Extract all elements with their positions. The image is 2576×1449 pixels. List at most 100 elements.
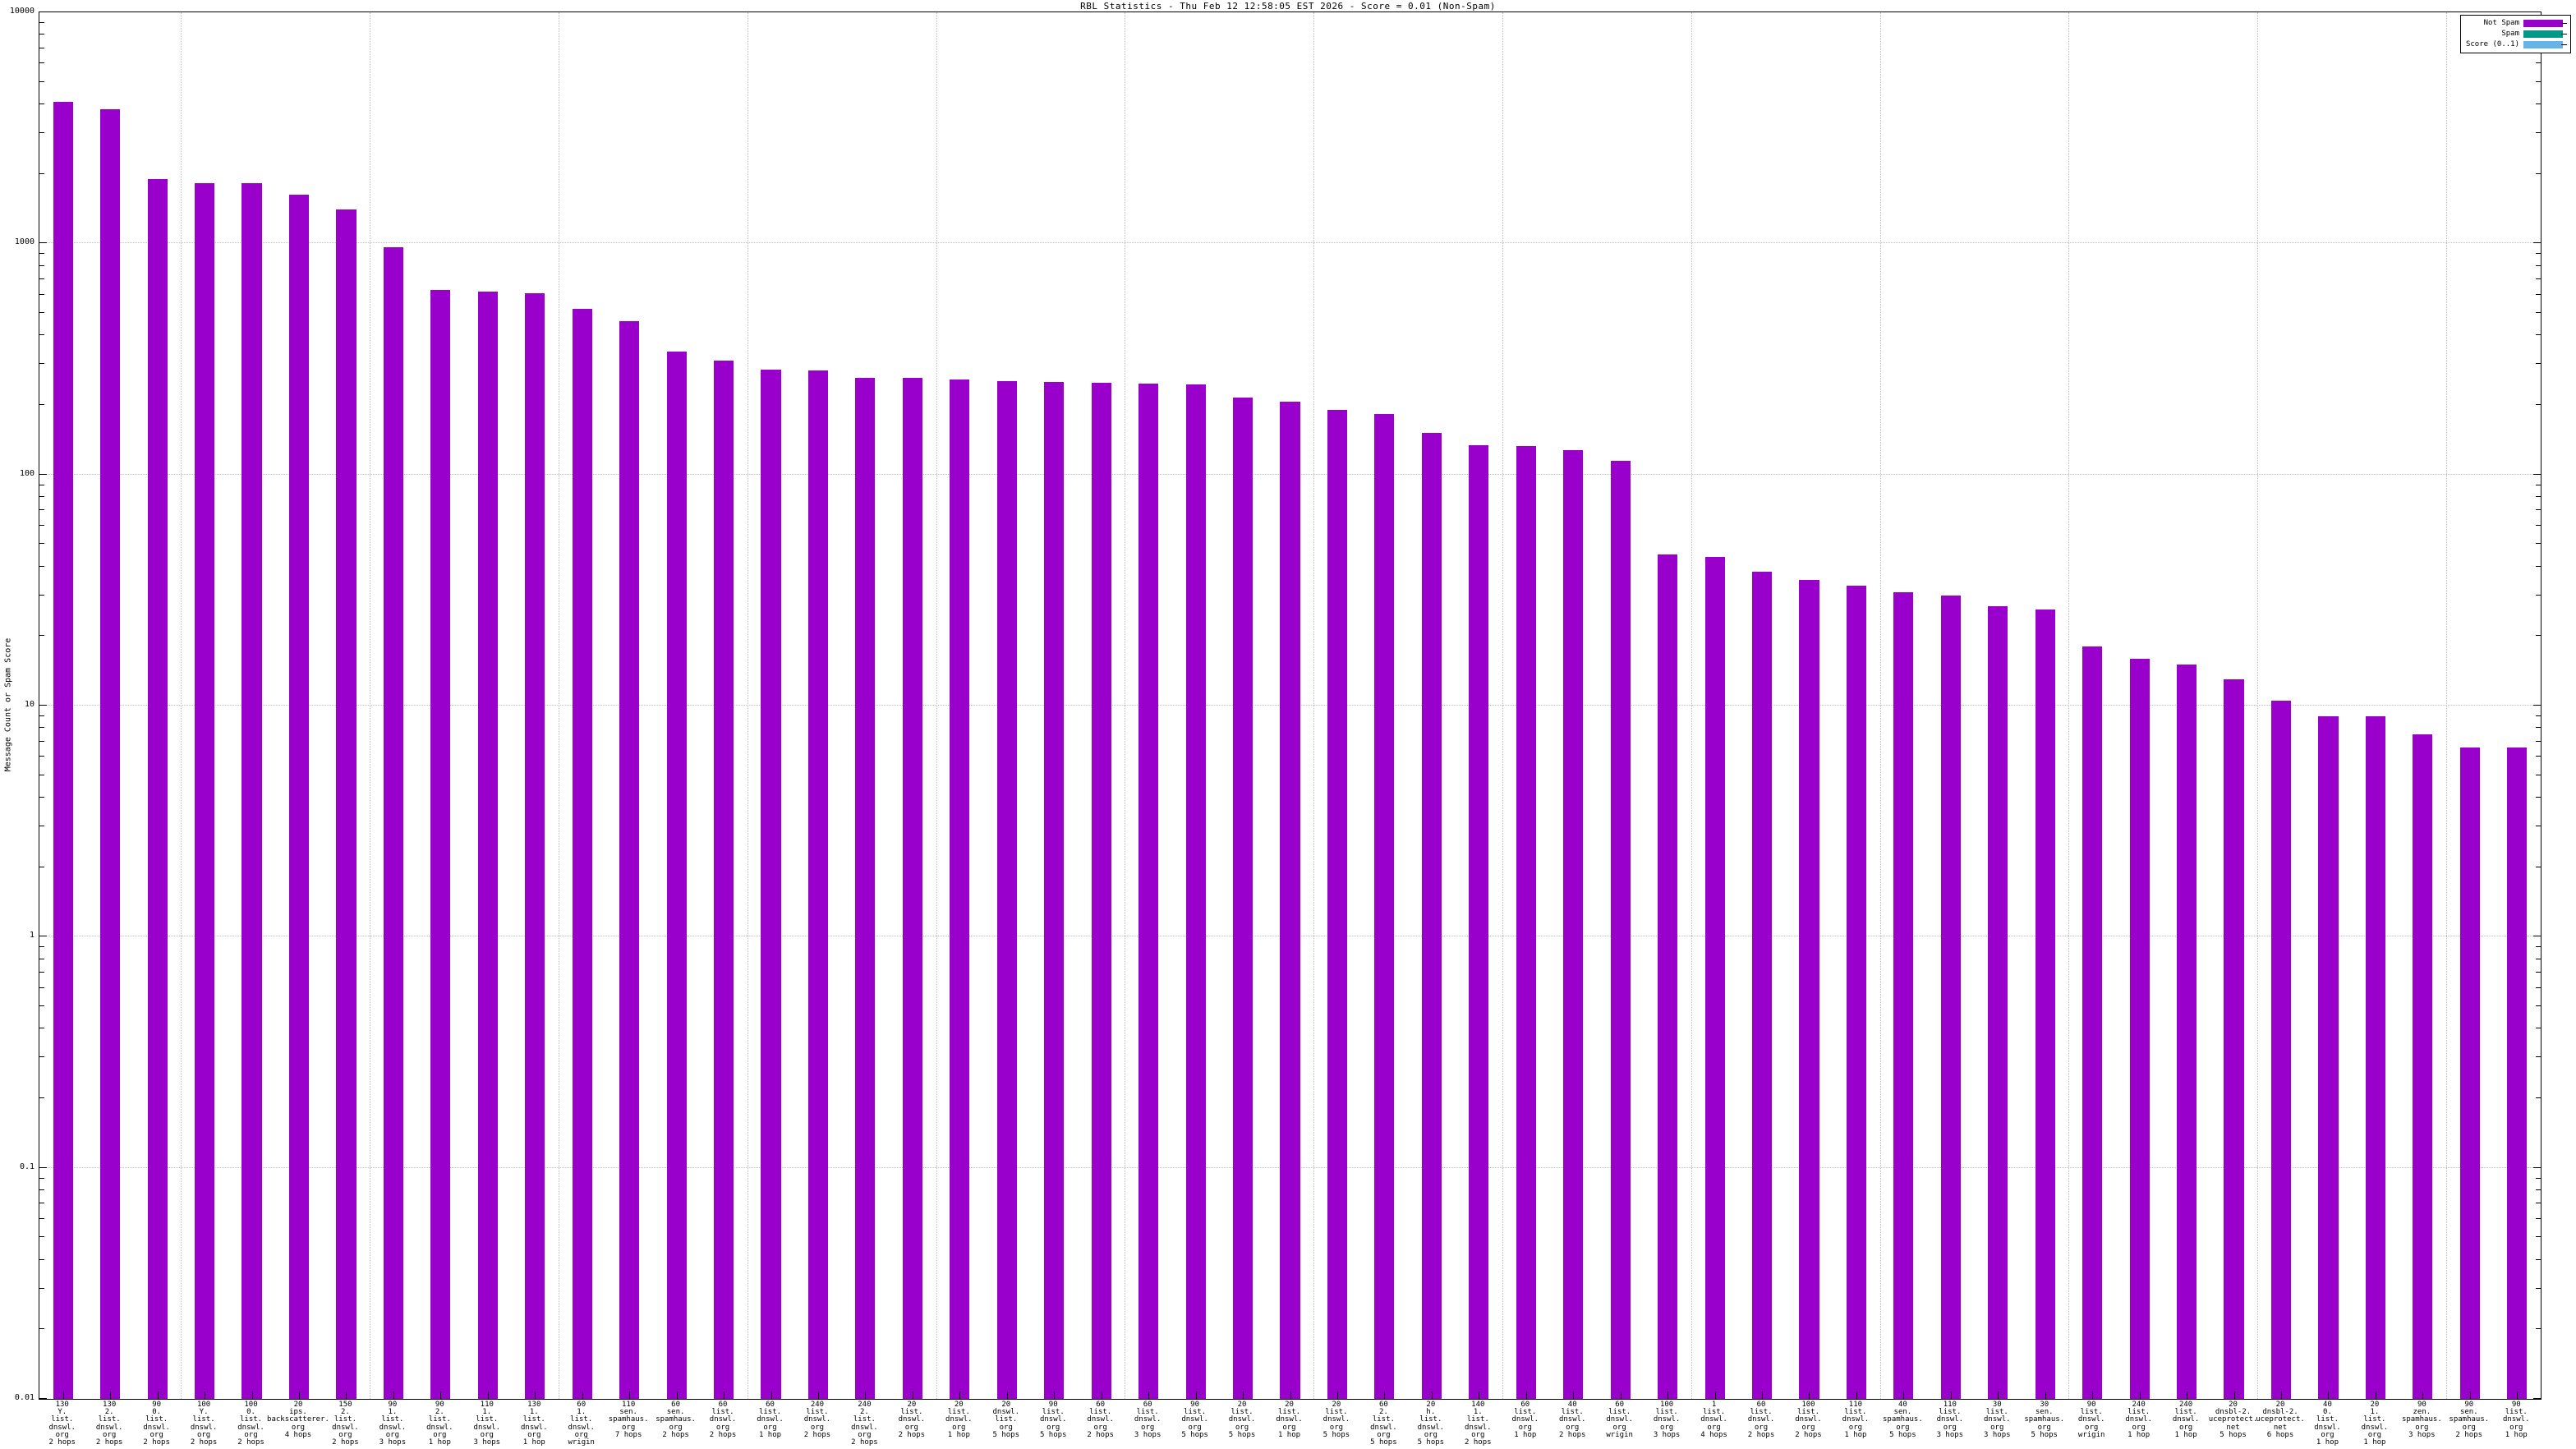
x-axis-tick-label: 20 list. dnswl. org 1 hop [945,1401,973,1439]
y-axis-minor-tick-right [2536,1328,2541,1330]
bar [1988,605,2008,1399]
x-axis-tick [1384,1392,1386,1399]
y-axis-minor-tick-right [2536,403,2541,405]
y-axis-minor-tick-right [2536,495,2541,497]
y-axis-minor-tick-right [2536,987,2541,988]
x-axis-tick-label: 60 list. dnswl. org wrigin [1606,1401,1633,1439]
y-axis-tick [39,473,47,475]
x-axis-tick-label: 100 0. list. dnswl. org 2 hops [237,1401,264,1447]
x-axis-tick [1290,1392,1291,1399]
y-axis-minor-tick-right [2536,278,2541,279]
x-axis-tick [535,1392,536,1399]
bar [1280,401,1300,1399]
bar [714,361,734,1399]
gridline-vertical [2446,12,2448,1399]
legend-swatch [2523,30,2563,38]
y-axis-minor-tick-right [2536,594,2541,596]
y-axis-minor-tick [39,565,44,567]
gridline-vertical [1313,12,1315,1399]
chart-title: RBL Statistics - Thu Feb 12 12:58:05 EST… [1080,1,1496,12]
y-axis-minor-tick-right [2536,363,2541,365]
x-axis-tick [770,1392,772,1399]
y-axis-minor-tick [39,80,44,82]
chart-legend: Not Spam Spam Score (0..1) [2459,15,2571,53]
bar [1846,586,1866,1399]
x-axis-tick-labels: 130 Y. list. dnswl. org 2 hops 130 2. lis… [39,1401,2542,1449]
y-axis-tick-label: 100 [19,468,34,478]
x-axis-tick [959,1392,961,1399]
y-axis-minor-tick [39,172,44,174]
x-axis-tick-label: 20 list. dnswl. org 5 hops [1228,1401,1256,1439]
bar [2270,701,2292,1399]
x-axis-tick [487,1392,489,1399]
x-axis-tick [582,1392,583,1399]
x-axis-tick [2092,1392,2094,1399]
y-axis-minor-tick [39,1328,44,1330]
y-axis-minor-tick-right [2536,525,2541,527]
x-axis-tick [1243,1392,1244,1399]
x-axis-tick-label: 150 2. list. dnswl. org 2 hops [332,1401,359,1447]
x-axis-tick [1054,1392,1056,1399]
x-axis-tick-label: 240 list. dnswl. org 2 hops [803,1401,831,1439]
y-axis-minor-tick-right [2536,1189,2541,1190]
y-axis-tick-right [2533,1166,2541,1168]
x-axis-tick [393,1392,394,1399]
x-axis-tick-label: 90 list. dnswl. org 5 hops [1039,1401,1067,1439]
bar [902,378,922,1399]
x-axis-tick-label: 60 list. dnswl. org 2 hops [1747,1401,1775,1439]
x-axis-tick-label: 60 list. dnswl. org 3 hops [1134,1401,1162,1439]
gridline-vertical [2068,12,2070,1399]
y-axis-minor-tick-right [2536,727,2541,729]
y-axis-minor-tick [39,946,44,948]
y-axis-minor-tick [39,796,44,798]
y-axis-minor-tick [39,21,44,23]
x-axis-tick [110,1392,112,1399]
y-axis-minor-tick-right [2536,1258,2541,1260]
plot-area [39,12,2542,1400]
x-axis-tick-label: 90 1. list. dnswl. org 3 hops [379,1401,407,1447]
x-axis-tick-label: 20 list. dnswl. org 2 hops [898,1401,926,1439]
x-axis-tick [1620,1392,1622,1399]
x-axis-tick [2281,1392,2282,1399]
x-axis-tick [298,1392,300,1399]
bar [1327,410,1347,1399]
bar [1610,460,1631,1399]
x-axis-tick-label: 60 2. list. dnswl. org 5 hops [1370,1401,1397,1447]
x-axis-tick [2469,1392,2471,1399]
gridline-vertical [936,12,937,1399]
bar [430,289,451,1399]
x-axis-tick-label: 40 0. list. dnswl. org 1 hop [2314,1401,2341,1447]
y-axis-tick-label: 1 [29,931,34,941]
bar [2177,665,2197,1399]
x-axis-tick-label: 240 2. list. dnswl. org 2 hops [851,1401,878,1447]
y-axis-minor-tick [39,971,44,973]
x-axis-tick-label: 90 sen. spamhaus. org 2 hops [2449,1401,2490,1439]
y-axis-tick [39,1398,47,1399]
y-axis-minor-tick [39,987,44,988]
bar [855,378,876,1399]
y-axis-tick-label: 10000 [9,7,34,16]
y-axis-minor-tick [39,1287,44,1289]
y-axis-minor-tick-right [2536,971,2541,973]
x-axis-tick-label: 130 Y. list. dnswl. org 2 hops [48,1401,76,1447]
x-axis-tick [865,1392,867,1399]
y-axis-minor-tick [39,278,44,279]
y-axis-minor-tick-right [2536,253,2541,255]
y-axis-minor-tick-right [2536,715,2541,716]
x-axis-tick-label: 20 1. list. dnswl. org 1 hop [2361,1401,2389,1447]
gridline-vertical [2257,12,2259,1399]
x-axis-tick-label: 110 list. dnswl. org 1 hop [1842,1401,1870,1439]
bar [1893,591,1914,1399]
y-axis-minor-tick [39,740,44,742]
y-axis-tick [39,705,47,706]
y-axis-minor-tick [39,363,44,365]
x-axis-tick-label: 140 1. list. dnswl. org 2 hops [1465,1401,1492,1447]
bar [1044,381,1065,1399]
legend-tick [2561,44,2567,45]
y-axis-minor-tick [39,264,44,266]
y-axis-minor-tick [39,715,44,716]
bar [1138,383,1159,1399]
y-axis-minor-tick [39,1258,44,1260]
x-axis-tick [346,1392,347,1399]
